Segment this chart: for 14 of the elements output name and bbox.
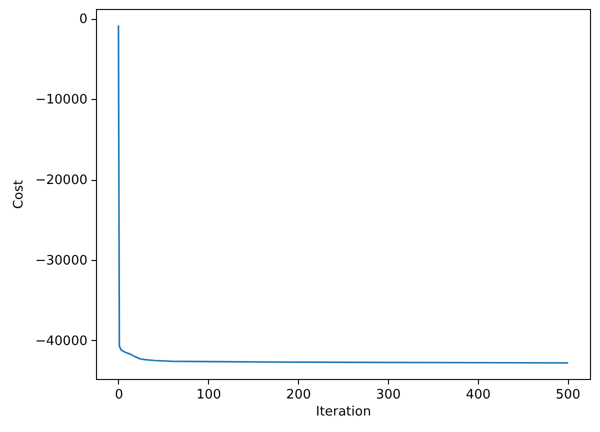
y-tick-label: 0 <box>79 12 88 28</box>
line-series <box>118 25 568 364</box>
x-tick-label: 0 <box>114 388 124 402</box>
y-tick-label: −20000 <box>35 173 88 188</box>
y-tick-label: −40000 <box>35 334 88 349</box>
y-tick-label: −30000 <box>35 253 88 268</box>
x-tick-label: 200 <box>286 388 312 402</box>
x-tick-label: 100 <box>196 388 222 402</box>
x-axis-title: Iteration <box>316 404 372 420</box>
y-tick-label: −10000 <box>35 92 88 108</box>
y-axis-title: Cost <box>11 180 26 209</box>
x-tick-label: 500 <box>556 388 580 402</box>
x-tick-label: 400 <box>466 388 491 402</box>
x-tick-label: 300 <box>376 388 401 402</box>
